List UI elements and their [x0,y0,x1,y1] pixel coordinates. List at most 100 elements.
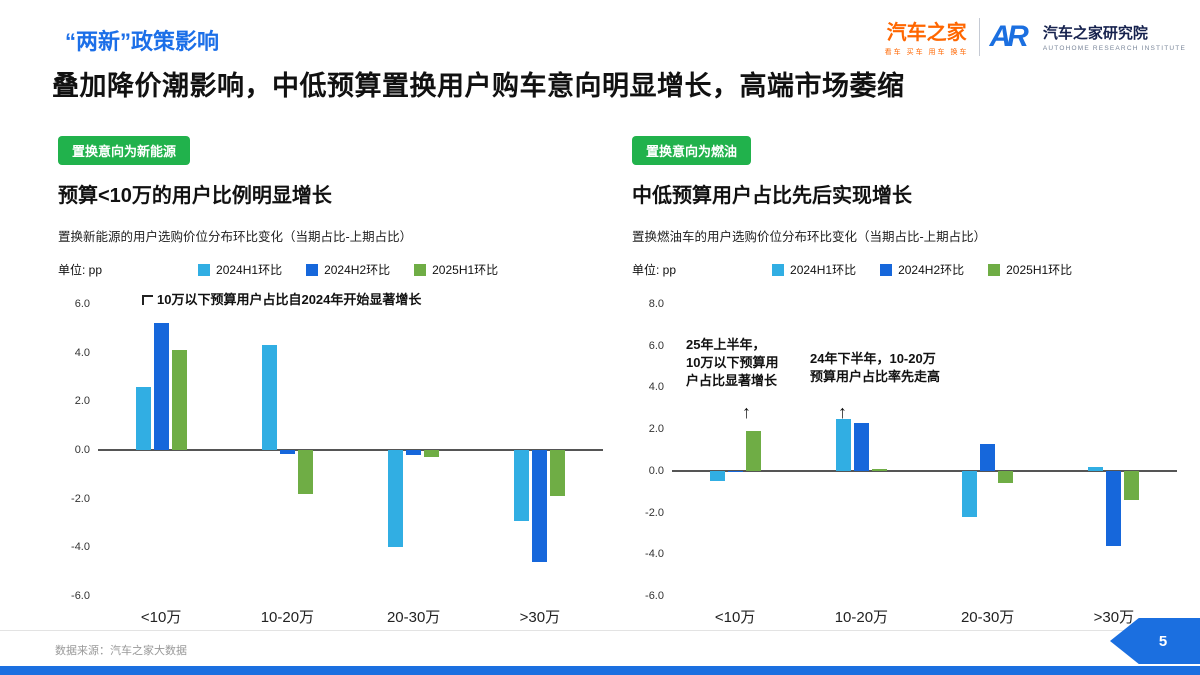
bar-2025H1环比-<10万 [745,431,761,471]
bar-2024H1环比->30万 [514,450,530,521]
legend: 2024H1环比 2024H2环比 2025H1环比 [198,261,498,278]
legend-swatch-icon [772,263,785,276]
y-tick-label: 4.0 [74,346,90,359]
bar-2024H1环比-10-20万 [261,345,277,450]
x-tick-label: 20-30万 [960,609,1015,626]
bar-2024H2环比-<10万 [153,323,169,450]
institute: 汽车之家研究院 AUTOHOME RESEARCH INSTITUTE [1043,22,1186,52]
legend-item: 2025H1环比 [988,261,1072,278]
x-tick-label: <10万 [140,609,182,626]
legend-label: 2024H1环比 [216,263,283,277]
y-tick-label: 0.0 [648,464,664,477]
legend-item: 2024H2环比 [306,261,390,278]
chart-area: 6.0 4.0 2.0 0.0 -2.0 -4.0 -6.0 10万以下预算用户占比自202… [58,292,603,602]
bar-2025H1环比->30万 [550,450,566,497]
y-tick-label: -6.0 [71,590,90,602]
badge-nev: 置换意向为新能源 [58,136,191,165]
legend-swatch-icon [414,263,427,276]
chart-annotation: 25年上半年， 10万以下预算用 户占比显著增长 [686,337,779,389]
bar-2024H2环比-10-20万 [279,450,295,454]
y-tick-label: -6.0 [645,590,664,602]
bar-2024H2环比->30万 [532,450,548,562]
chart-subtitle: 置换燃油车的用户选购价位分布环比变化（当期占比-上期占比） [632,230,987,244]
y-tick-label: 2.0 [648,423,664,436]
unit-label: 单位: pp [58,263,103,277]
bar-2024H2环比-<10万 [727,470,743,472]
chart-subtitle: 置换新能源的用户选购价位分布环比变化（当期占比-上期占比） [58,230,413,244]
chart-annotation: 10万以下预算用户占比自2024年开始显著增长 [142,291,421,309]
autohome-logo: 汽车之家 [886,22,967,44]
bar-2024H2环比-20-30万 [980,443,996,471]
bar-2024H2环比-10-20万 [853,422,869,471]
institute-name: 汽车之家研究院 [1042,24,1148,42]
page-number: 5 [1158,632,1168,650]
chart-section-nev: 置换意向为新能源 预算<10万的用户比例明显增长 置换新能源的用户选购价位分布环… [58,136,603,627]
x-tick-label: <10万 [714,609,756,626]
y-tick-label: 6.0 [74,298,90,310]
legend-label: 2024H1环比 [790,263,857,277]
plot-area: 25年上半年， 10万以下预算用 户占比显著增长 ↑ 24年下半年，10-20万 预… [672,304,1177,596]
y-tick-label: 2.0 [74,395,90,408]
bar-2025H1环比-<10万 [171,350,187,450]
x-tick-label: >30万 [1093,609,1135,626]
y-tick-label: 6.0 [648,339,664,352]
data-source: 数据来源：汽车之家大数据 [55,645,187,657]
legend-label: 2024H2环比 [324,263,391,277]
legend-label: 2024H2环比 [898,263,965,277]
legend-item: 2024H1环比 [198,261,282,278]
legend-row: 单位: pp 2024H1环比 2024H2环比 2025H1环比 [632,261,1177,278]
x-tick-label: 20-30万 [386,609,441,626]
y-axis: 6.0 4.0 2.0 0.0 -2.0 -4.0 -6.0 [58,298,98,602]
bottom-accent-bar [0,666,1200,675]
x-tick-label: 10-20万 [834,609,889,626]
autohome-tagline: 看车 买车 用车 换车 [884,49,969,56]
y-tick-label: 8.0 [648,298,664,310]
bar-2024H1环比->30万 [1088,466,1104,471]
footer-divider [0,630,1200,631]
chart-title: 中低预算用户占比先后实现增长 [632,185,912,207]
connector-bracket-icon [142,295,153,305]
bar-2024H1环比-20-30万 [962,470,978,517]
y-tick-label: -4.0 [71,541,90,554]
chart-section-fuel: 置换意向为燃油 中低预算用户占比先后实现增长 置换燃油车的用户选购价位分布环比变… [632,136,1177,627]
legend-row: 单位: pp 2024H1环比 2024H2环比 2025H1环比 [58,261,603,278]
bar-2024H2环比-20-30万 [406,450,422,455]
bar-2024H1环比-10-20万 [835,418,851,471]
headline: 叠加降价潮影响，中低预算置换用户购车意向明显增长，高端市场萎缩 [52,71,905,101]
legend: 2024H1环比 2024H2环比 2025H1环比 [772,261,1072,278]
legend-swatch-icon [988,263,1001,276]
bar-2024H1环比-<10万 [135,386,151,450]
y-tick-label: -2.0 [645,506,664,519]
chart-area: 8.0 6.0 4.0 2.0 0.0 -2.0 -4.0 -6.0 25年上半年， 10万以… [632,298,1177,602]
up-arrow-icon: ↑ [838,402,847,422]
y-tick-label: -4.0 [645,548,664,561]
x-tick-label: >30万 [519,609,561,626]
logo-area: 汽车之家 看车 买车 用车 换车 AR 汽车之家研究院 AUTOHOME RES… [885,16,1186,57]
bar-2025H1环比->30万 [1124,470,1140,501]
legend-swatch-icon [880,263,893,276]
zero-baseline [672,470,1177,472]
bar-2025H1环比-10-20万 [871,468,887,471]
x-axis-labels: <10万 10-20万 20-30万 >30万 [672,606,1177,627]
ar-logo-icon: AR [989,19,1029,53]
up-arrow-icon: ↑ [742,402,751,422]
legend-swatch-icon [198,263,211,276]
legend-swatch-icon [306,263,319,276]
y-tick-label: -2.0 [71,492,90,505]
unit-label: 单位: pp [632,263,677,277]
institute-name-en: AUTOHOME RESEARCH INSTITUTE [1042,44,1186,52]
x-axis-labels: <10万 10-20万 20-30万 >30万 [98,606,603,627]
bar-2025H1环比-20-30万 [998,470,1014,484]
chart-annotation: 24年下半年，10-20万 预算用户占比率先走高 [810,351,941,385]
legend-label: 2025H1环比 [432,263,499,277]
y-tick-label: 4.0 [648,381,664,394]
bar-2024H2环比->30万 [1106,470,1122,546]
slide-tag: “两新”政策影响 [65,29,220,54]
badge-fuel: 置换意向为燃油 [632,136,752,165]
y-tick-label: 0.0 [74,444,90,456]
legend-item: 2024H2环比 [880,261,964,278]
legend-item: 2024H1环比 [772,261,856,278]
bar-2024H1环比-20-30万 [388,450,404,548]
legend-label: 2025H1环比 [1006,263,1073,277]
